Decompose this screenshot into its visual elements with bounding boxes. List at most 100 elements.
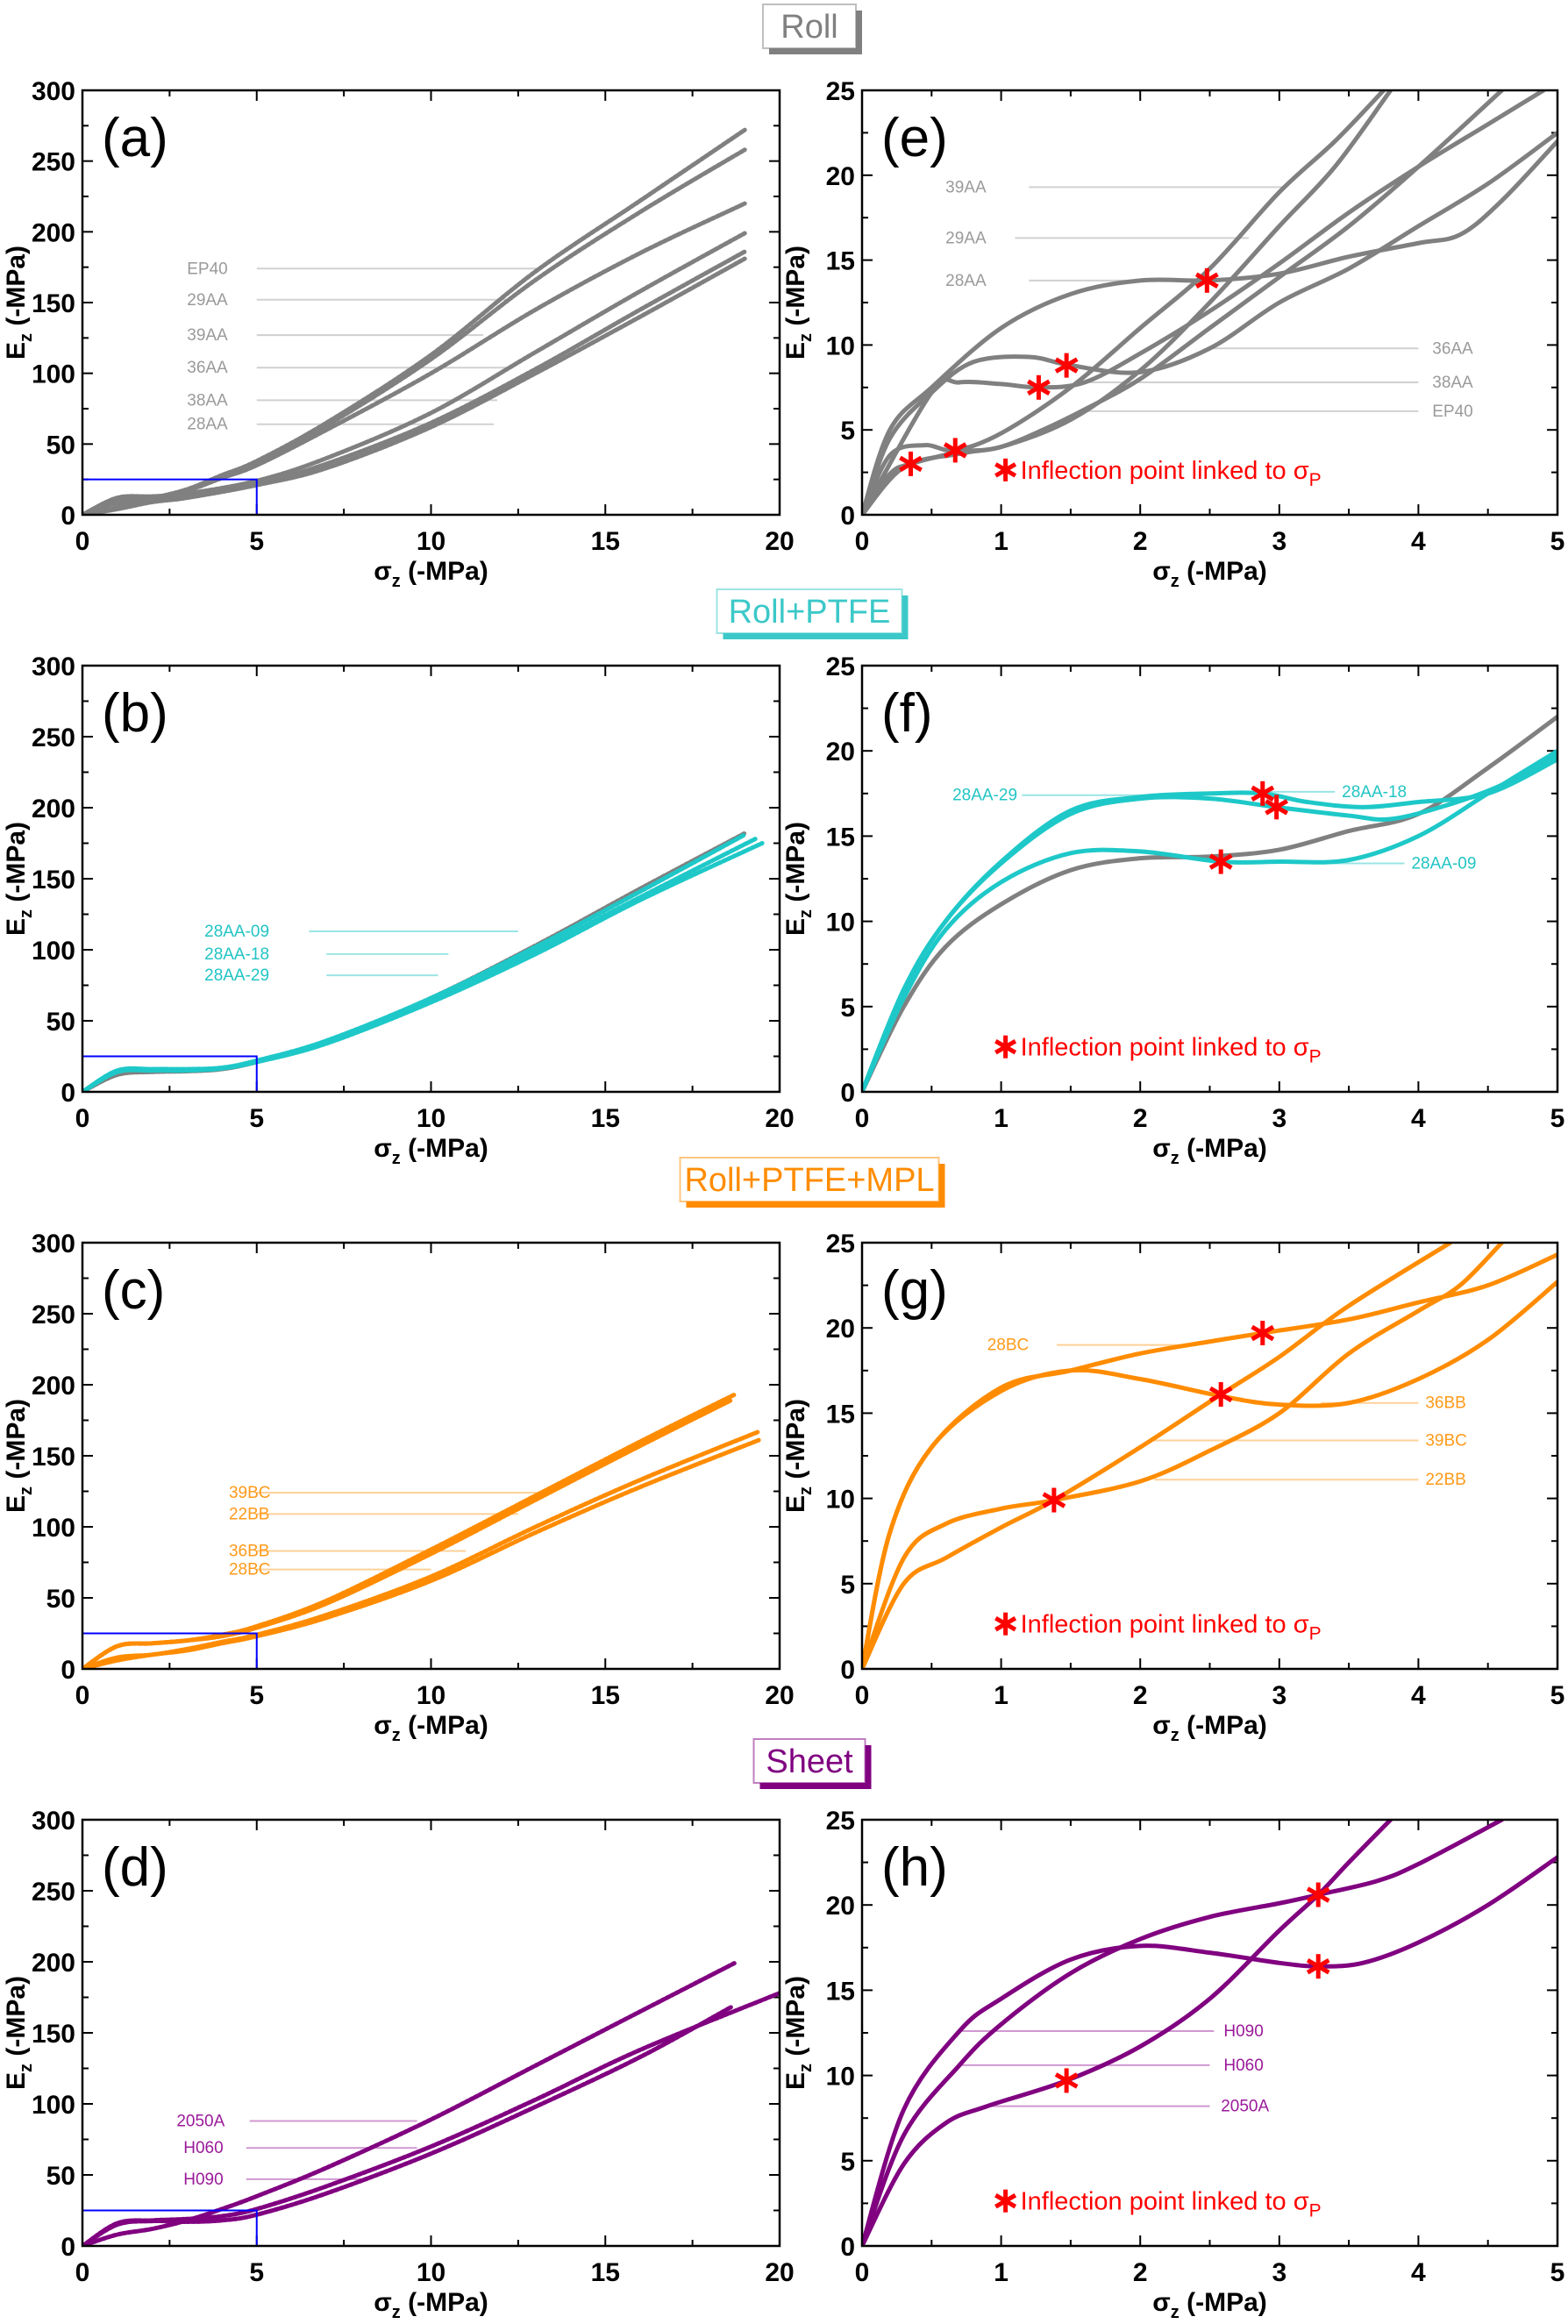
panel-label: (b)	[102, 683, 168, 744]
inflection-star-marker	[1208, 1382, 1233, 1408]
series-line-5	[82, 256, 747, 515]
y-axis-label-sub: z	[17, 333, 36, 342]
y-tick-label: 50	[46, 1585, 75, 1614]
y-axis-label-main: E	[781, 1495, 810, 1513]
section-title-1: Roll+PTFE	[716, 588, 909, 639]
y-axis-label-main: E	[2, 918, 31, 936]
x-tick-label: 4	[1411, 1104, 1426, 1133]
x-tick-label: 20	[765, 527, 794, 556]
x-tick-label: 3	[1272, 2258, 1286, 2287]
y-tick-label: 150	[32, 2020, 75, 2049]
inflection-star-marker	[1251, 781, 1275, 806]
section-title-2: Roll+PTFE+MPL	[679, 1157, 945, 1208]
section-title-box	[752, 1738, 866, 1784]
y-tick-label: 10	[826, 909, 855, 937]
chart-panel-e: 0 1 2 3 4 5 0 5 10 15 20 25 39AA 29AA 28AA 36AA 38AA EP40…	[781, 77, 1564, 591]
y-axis-label-sub: z	[796, 333, 816, 342]
curve-label: 39AA	[187, 326, 228, 345]
curve-label: H060	[1223, 2057, 1263, 2075]
x-axis-label-unit: (-MPa)	[401, 557, 488, 586]
curve-label: 36BB	[229, 1543, 269, 1561]
curve-label: 28AA	[945, 272, 987, 290]
series-group	[862, 714, 1557, 1092]
chart-panel-c: 0 5 10 15 2005010015020025030039BC22BB36BB28…	[2, 1230, 795, 1745]
x-tick-label: 0	[855, 527, 870, 556]
y-axis-label-sub: z	[17, 2064, 36, 2072]
star-arm	[1265, 799, 1289, 816]
x-tick-label: 0	[855, 1681, 870, 1710]
x-axis-label-main: σ	[374, 557, 392, 586]
series-line-3	[82, 837, 758, 1092]
chart-panel-h: 0 1 2 3 4 5 0 5 10 15 20 25 H090 H060 2050A (h) Inflecti…	[781, 1807, 1564, 2322]
y-tick-label: 0	[61, 502, 75, 531]
curve-label: 36AA	[187, 359, 228, 377]
y-axis-label-unit: (-MPa)	[781, 246, 810, 333]
y-axis-label: Ez (-MPa)	[2, 1976, 36, 2090]
note-star-icon	[994, 2189, 1017, 2213]
x-axis-label: σz (-MPa)	[1152, 557, 1267, 591]
x-axis-label: σz (-MPa)	[1152, 1134, 1267, 1168]
star-arm	[1208, 853, 1233, 870]
x-tick-label: 15	[591, 2258, 620, 2287]
x-tick-label: 0	[75, 2258, 90, 2287]
inflection-star-marker	[1265, 795, 1289, 820]
plot-frame	[860, 1818, 1559, 2248]
x-axis-label: σz (-MPa)	[1152, 1711, 1267, 1745]
x-tick-label: 20	[765, 2258, 794, 2287]
y-tick-label: 15	[826, 1977, 855, 2006]
curve-label: 29AA	[187, 291, 228, 310]
series-line-2	[82, 2005, 733, 2246]
y-axis-label-sub: z	[17, 909, 36, 918]
x-tick-label: 10	[417, 2258, 445, 2287]
section-title-text: Roll+PTFE	[729, 594, 891, 631]
chart-panel-a: 0 5 10 15 20050100150200250300EP4029AA39AA36…	[2, 77, 795, 591]
y-axis-label-unit: (-MPa)	[2, 1976, 31, 2064]
curve-label: 28AA-18	[1342, 783, 1407, 802]
star-arm	[943, 442, 967, 459]
panel-label: (d)	[102, 1837, 168, 1898]
x-axis-label-sub: z	[1171, 572, 1180, 591]
inflection-star-marker	[1194, 267, 1219, 293]
curve-label: 28AA-29	[204, 966, 269, 985]
star-arm	[994, 1039, 1017, 1055]
plot-frame	[81, 89, 781, 517]
section-title-text: Roll	[780, 9, 837, 46]
curve-label: 28BC	[229, 1561, 271, 1579]
x-tick-label: 0	[75, 1681, 90, 1710]
x-tick-label: 2	[1133, 1681, 1148, 1710]
curve-label: 2050A	[176, 2112, 225, 2130]
x-tick-label: 1	[994, 1104, 1009, 1133]
y-tick-label: 100	[32, 937, 75, 966]
y-tick-label: 15	[826, 823, 855, 852]
series-line-2	[862, 1243, 1453, 1669]
series-line-0	[82, 831, 747, 1092]
chart-panel-b: 0 5 10 15 2005010015020025030028AA-0928AA-18…	[2, 652, 795, 1168]
y-axis-label-main: E	[2, 1495, 31, 1513]
note-subscript: P	[1309, 1624, 1322, 1644]
x-axis-label: σz (-MPa)	[374, 2288, 488, 2322]
y-tick-label: 200	[32, 795, 75, 823]
y-tick-label: 300	[32, 1230, 75, 1258]
x-tick-label: 0	[855, 1104, 870, 1133]
x-axis-label-sub: z	[1171, 1149, 1180, 1168]
plot-frame	[81, 1241, 781, 1671]
x-tick-label: 5	[1550, 527, 1565, 556]
series-line-0	[82, 1392, 737, 1669]
note-subscript: P	[1309, 470, 1322, 490]
x-axis-label-main: σ	[1152, 557, 1171, 586]
y-axis-label: Ez (-MPa)	[781, 1399, 816, 1513]
y-axis-label-unit: (-MPa)	[2, 822, 31, 909]
curve-label: 39BC	[1425, 1432, 1467, 1451]
panel-label: (a)	[102, 108, 168, 168]
x-axis-label-sub: z	[1171, 2303, 1180, 2322]
x-tick-label: 10	[417, 1681, 445, 1710]
y-tick-label: 300	[32, 652, 75, 681]
curve-label: EP40	[1432, 403, 1472, 421]
series-group	[82, 1961, 780, 2246]
y-tick-label: 250	[32, 1878, 75, 1907]
note-text: Inflection point linked to σ	[1021, 1034, 1309, 1062]
inflection-star-marker	[1042, 1487, 1066, 1513]
series-line-0	[82, 1961, 737, 2246]
note-subscript: P	[1309, 1047, 1322, 1067]
